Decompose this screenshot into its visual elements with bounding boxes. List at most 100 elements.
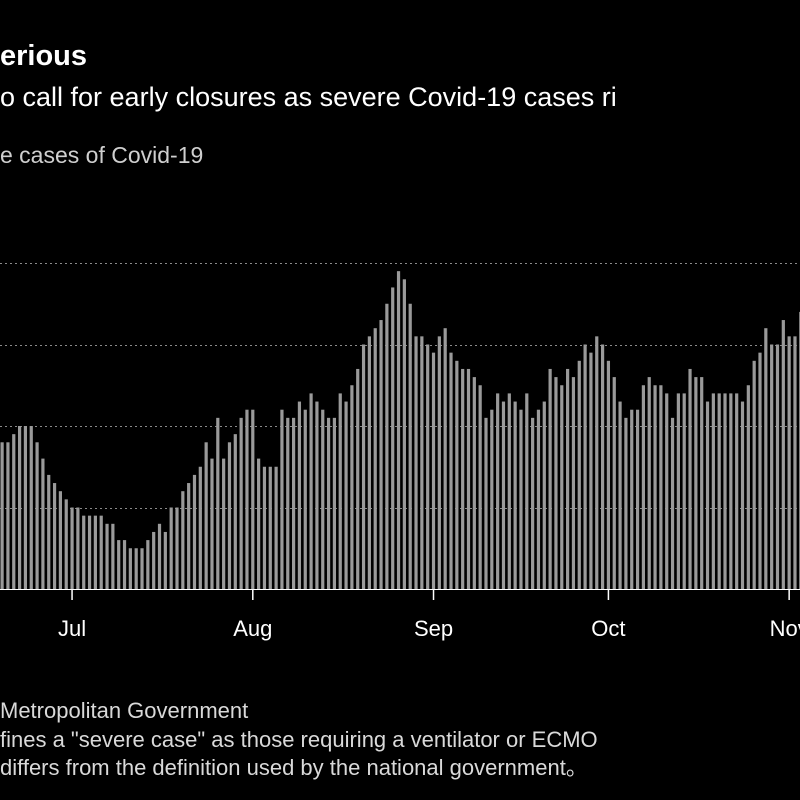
bar [700, 377, 704, 589]
bar [128, 548, 132, 589]
bar [600, 344, 605, 589]
x-tick-label: Jul [58, 616, 86, 641]
bar [338, 393, 342, 589]
bar [659, 385, 663, 589]
bar [577, 360, 581, 589]
bar [257, 458, 261, 589]
bar [6, 442, 10, 589]
bar [618, 401, 622, 589]
chart-title: erious [0, 40, 88, 72]
bar [437, 336, 441, 589]
bar [367, 336, 371, 589]
bar [682, 393, 686, 589]
bar [111, 523, 115, 589]
bar [531, 417, 535, 589]
bar [770, 344, 774, 589]
bar [472, 377, 476, 589]
bar [23, 426, 28, 589]
bar [408, 303, 412, 589]
bar [239, 417, 243, 589]
definition-note-line2: differs from the definition used by the … [0, 755, 588, 780]
bar [76, 507, 80, 589]
bar [222, 458, 226, 589]
x-axis-ticks: Jul Aug Sep Oct Nov [58, 589, 800, 641]
bar [332, 417, 337, 589]
bar [525, 393, 529, 589]
bar [245, 409, 249, 589]
bar [595, 336, 599, 589]
bar [566, 368, 570, 589]
bar [274, 466, 278, 589]
bar [12, 434, 16, 589]
bar [87, 515, 92, 589]
bar [292, 417, 296, 589]
bar [134, 548, 138, 589]
bar [775, 344, 780, 589]
bar [630, 409, 634, 589]
bar [47, 474, 51, 589]
bar [175, 507, 179, 589]
bar [99, 515, 103, 589]
bar [315, 401, 319, 589]
bar [303, 409, 307, 589]
bar [198, 466, 202, 589]
bar [764, 328, 768, 589]
bar [350, 385, 354, 589]
bar [326, 417, 331, 589]
bar [187, 483, 191, 589]
units-label: e cases of Covid-19 [0, 142, 204, 168]
bar [251, 409, 255, 589]
bar [344, 401, 348, 589]
bar [466, 368, 471, 589]
bar [163, 531, 167, 589]
chart-subtitle: o call for early closures as severe Covi… [0, 82, 617, 112]
bar [496, 393, 500, 589]
bar [758, 352, 762, 589]
bar [583, 344, 587, 589]
bar [729, 393, 733, 589]
bar [554, 377, 558, 589]
bars [0, 271, 800, 589]
bar [29, 426, 33, 589]
bar [455, 360, 459, 589]
bar [233, 434, 237, 589]
bar [723, 393, 727, 589]
bar [309, 393, 313, 589]
bar [641, 385, 645, 589]
bar [711, 393, 715, 589]
bar [513, 401, 517, 589]
bar [140, 548, 144, 589]
bar [665, 393, 669, 589]
bar [17, 426, 22, 589]
bar [192, 474, 197, 589]
bar [670, 417, 675, 589]
bar [624, 417, 628, 589]
x-tick-label: Aug [233, 616, 272, 641]
bar [216, 417, 220, 589]
bar [519, 409, 523, 589]
bar [35, 442, 39, 589]
bar [361, 344, 366, 589]
bar [676, 393, 680, 589]
bar [501, 401, 506, 589]
bar [787, 336, 791, 589]
bar [735, 393, 739, 589]
x-tick-label: Oct [591, 616, 625, 641]
bar [70, 507, 74, 589]
bar [426, 344, 430, 589]
bar [146, 540, 150, 589]
bar [286, 417, 290, 589]
bar [210, 458, 214, 589]
bar [443, 328, 447, 589]
bar [227, 442, 232, 589]
bar [647, 377, 651, 589]
bar [169, 507, 173, 589]
bar [542, 401, 546, 589]
x-tick-label: Nov [770, 616, 800, 641]
bar [507, 393, 511, 589]
bar [589, 352, 593, 589]
bar [793, 336, 797, 589]
bar [781, 320, 785, 589]
x-tick-label: Sep [414, 616, 453, 641]
bar [420, 336, 424, 589]
